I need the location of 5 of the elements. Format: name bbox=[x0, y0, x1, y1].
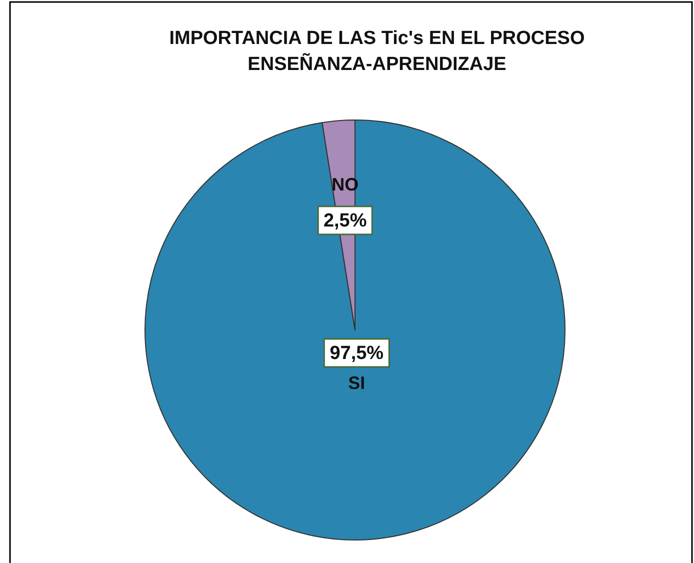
data-label: 2,5% bbox=[323, 210, 367, 232]
slice-label: SI bbox=[348, 372, 366, 393]
pie-slice bbox=[144, 120, 566, 540]
data-label: 97,5% bbox=[330, 342, 384, 364]
chart-title: IMPORTANCIA DE LAS Tic's EN EL PROCESO ENSEÑANZA-APRENDIZAJE bbox=[169, 28, 585, 75]
